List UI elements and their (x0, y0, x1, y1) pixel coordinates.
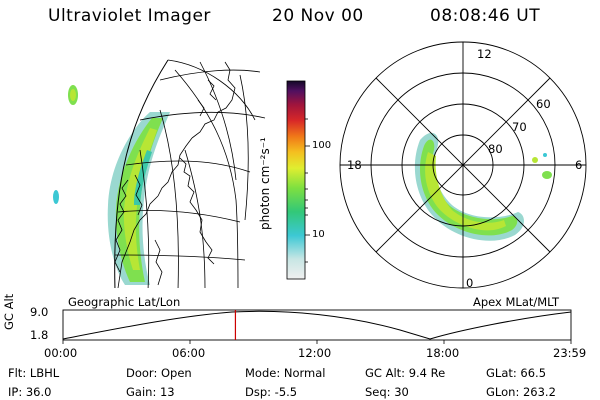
timeline-xtick: 23:59 (553, 346, 587, 360)
dsp-info: Dsp: -5.5 (245, 385, 298, 399)
timeline-xtick: 12:00 (298, 346, 332, 360)
colorbar (286, 80, 306, 280)
geographic-caption: Geographic Lat/Lon (68, 295, 181, 309)
observation-time: 08:08:46 UT (430, 6, 541, 26)
glon-info: GLon: 263.2 (486, 385, 556, 399)
filter-info: Flt: LBHL (8, 366, 60, 380)
gc-alt-info: GC Alt: 9.4 Re (365, 366, 446, 380)
orbit-timeline (62, 309, 572, 344)
seq-info: Seq: 30 (365, 385, 409, 399)
timeline-xtick: 18:00 (426, 346, 460, 360)
aurora-patch (542, 171, 552, 179)
coastlines (114, 61, 236, 288)
timeline-xtick: 06:00 (172, 346, 206, 360)
ip-info: IP: 36.0 (8, 385, 52, 399)
mlt-label-0: 0 (466, 276, 474, 290)
mlat-label-70: 70 (512, 120, 527, 134)
colorbar-tick-10: 10 (312, 229, 325, 240)
timeline-ticks (62, 340, 572, 344)
polar-plot (339, 41, 587, 289)
mlat-label-80: 80 (488, 142, 503, 156)
instrument-title: Ultraviolet Imager (48, 6, 211, 26)
apex-caption: Apex MLat/MLT (473, 295, 560, 309)
aurora-patch (53, 190, 59, 204)
observation-date: 20 Nov 00 (272, 6, 364, 26)
altitude-curve (62, 310, 572, 340)
mlt-label-12: 12 (477, 47, 492, 61)
door-info: Door: Open (126, 366, 192, 380)
gain-info: Gain: 13 (126, 385, 175, 399)
mode-info: Mode: Normal (245, 366, 326, 380)
mlt-label-6: 6 (575, 158, 583, 172)
glat-info: GLat: 66.5 (486, 366, 547, 380)
colorbar-tick-100: 100 (312, 140, 332, 151)
polar-diagonal (375, 77, 551, 253)
timeline-ytick-top: 9.0 (30, 305, 49, 319)
mlat-label-60: 60 (536, 97, 551, 111)
timeline-xtick: 00:00 (44, 346, 78, 360)
mlt-label-18: 18 (347, 158, 362, 172)
timeline-ytick-bottom: 1.8 (30, 328, 49, 342)
aurora-oval (414, 132, 524, 241)
geographic-map (53, 59, 266, 288)
globe-limb (114, 59, 169, 288)
timeline-ylabel: GC Alt (2, 293, 16, 330)
colorbar-ticks (305, 118, 310, 263)
aurora-band-geographic (107, 112, 170, 285)
colorbar-label: photon cm⁻²s⁻¹ (258, 137, 272, 230)
